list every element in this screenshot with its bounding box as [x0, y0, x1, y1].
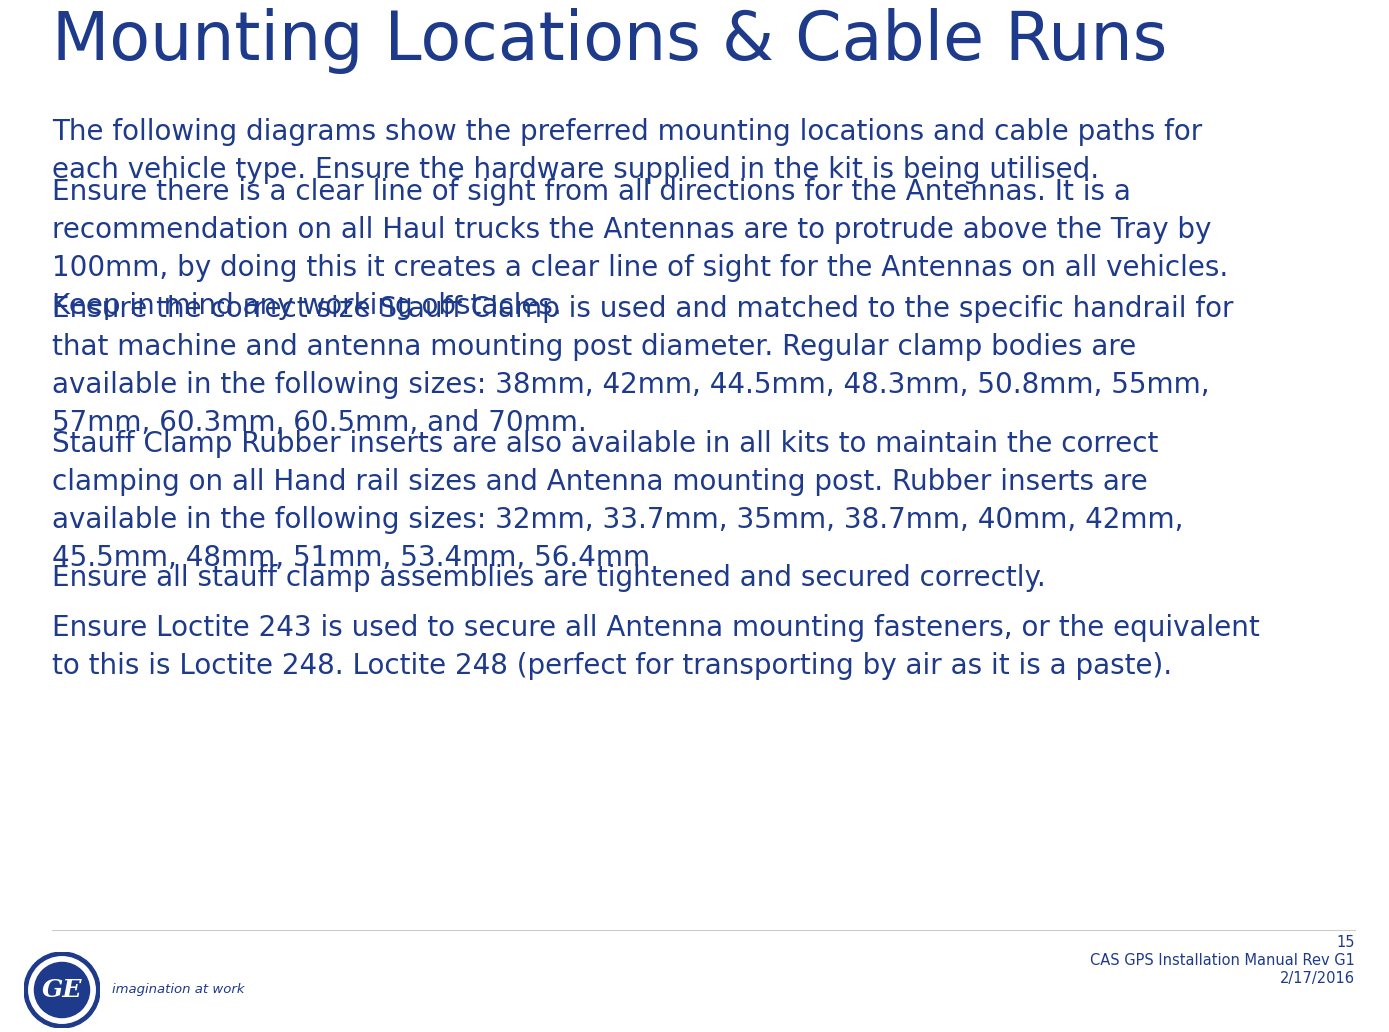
- Text: Ensure Loctite 243 is used to secure all Antenna mounting fasteners, or the equi: Ensure Loctite 243 is used to secure all…: [51, 614, 1260, 680]
- Ellipse shape: [29, 957, 96, 1024]
- Text: Ensure all stauff clamp assemblies are tightened and secured correctly.: Ensure all stauff clamp assemblies are t…: [51, 565, 1046, 592]
- Text: imagination at work: imagination at work: [113, 983, 244, 997]
- Ellipse shape: [24, 952, 100, 1028]
- Text: Ensure there is a clear line of sight from all directions for the Antennas. It i: Ensure there is a clear line of sight fr…: [51, 178, 1228, 320]
- Text: GE: GE: [42, 978, 82, 1002]
- Ellipse shape: [35, 963, 89, 1018]
- Text: The following diagrams show the preferred mounting locations and cable paths for: The following diagrams show the preferre…: [51, 118, 1203, 184]
- Text: Ensure the correct size Stauff Clamp is used and matched to the specific handrai: Ensure the correct size Stauff Clamp is …: [51, 295, 1233, 437]
- Text: 15: 15: [1336, 935, 1356, 950]
- Text: CAS GPS Installation Manual Rev G1: CAS GPS Installation Manual Rev G1: [1090, 953, 1356, 968]
- Text: Stauff Clamp Rubber inserts are also available in all kits to maintain the corre: Stauff Clamp Rubber inserts are also ava…: [51, 430, 1183, 572]
- Text: Mounting Locations & Cable Runs: Mounting Locations & Cable Runs: [51, 8, 1167, 74]
- Text: 2/17/2016: 2/17/2016: [1281, 971, 1356, 986]
